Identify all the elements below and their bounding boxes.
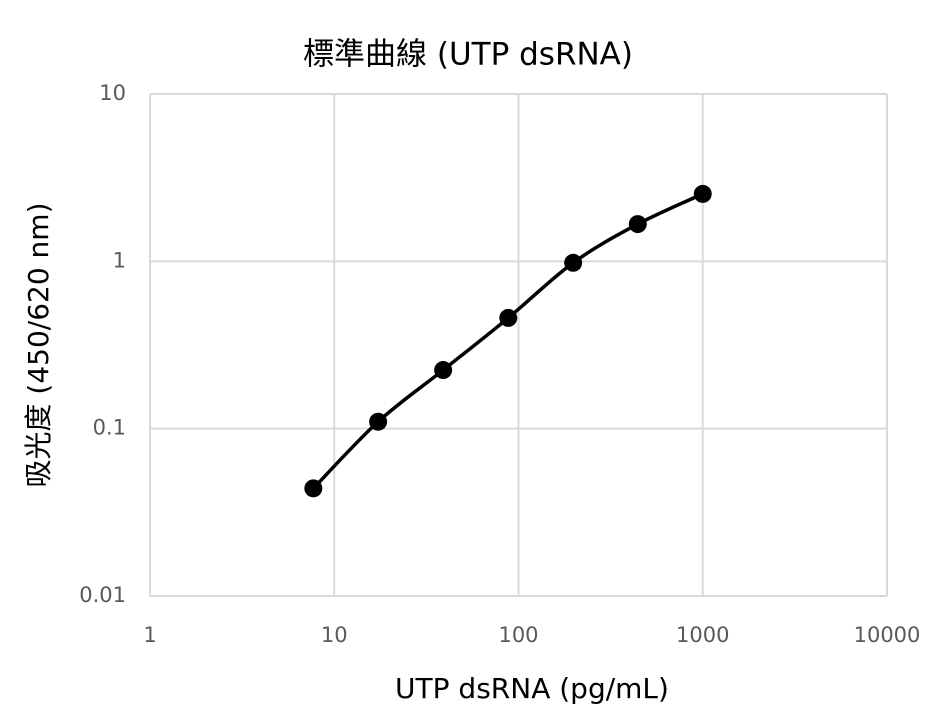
data-point <box>628 215 647 234</box>
y-tick-label: 10 <box>99 81 126 105</box>
data-point <box>304 479 323 498</box>
y-tick-label: 1 <box>113 248 126 272</box>
x-tick-label: 1000 <box>676 623 729 647</box>
data-point <box>499 308 518 327</box>
x-tick-label: 10 <box>321 623 348 647</box>
y-tick-label: 0.01 <box>79 583 126 607</box>
chart-title: 標準曲線 (UTP dsRNA) <box>303 37 633 73</box>
x-tick-label: 100 <box>498 623 538 647</box>
y-axis-title: 吸光度 (450/620 nm) <box>22 203 55 488</box>
data-point <box>693 184 712 203</box>
x-tick-label: 1 <box>143 623 156 647</box>
x-axis-title: UTP dsRNA (pg/mL) <box>395 672 669 705</box>
x-tick-label: 10000 <box>854 623 921 647</box>
y-tick-label: 0.1 <box>93 416 126 440</box>
data-point <box>369 412 388 431</box>
data-point <box>434 361 453 380</box>
data-point <box>564 253 583 272</box>
